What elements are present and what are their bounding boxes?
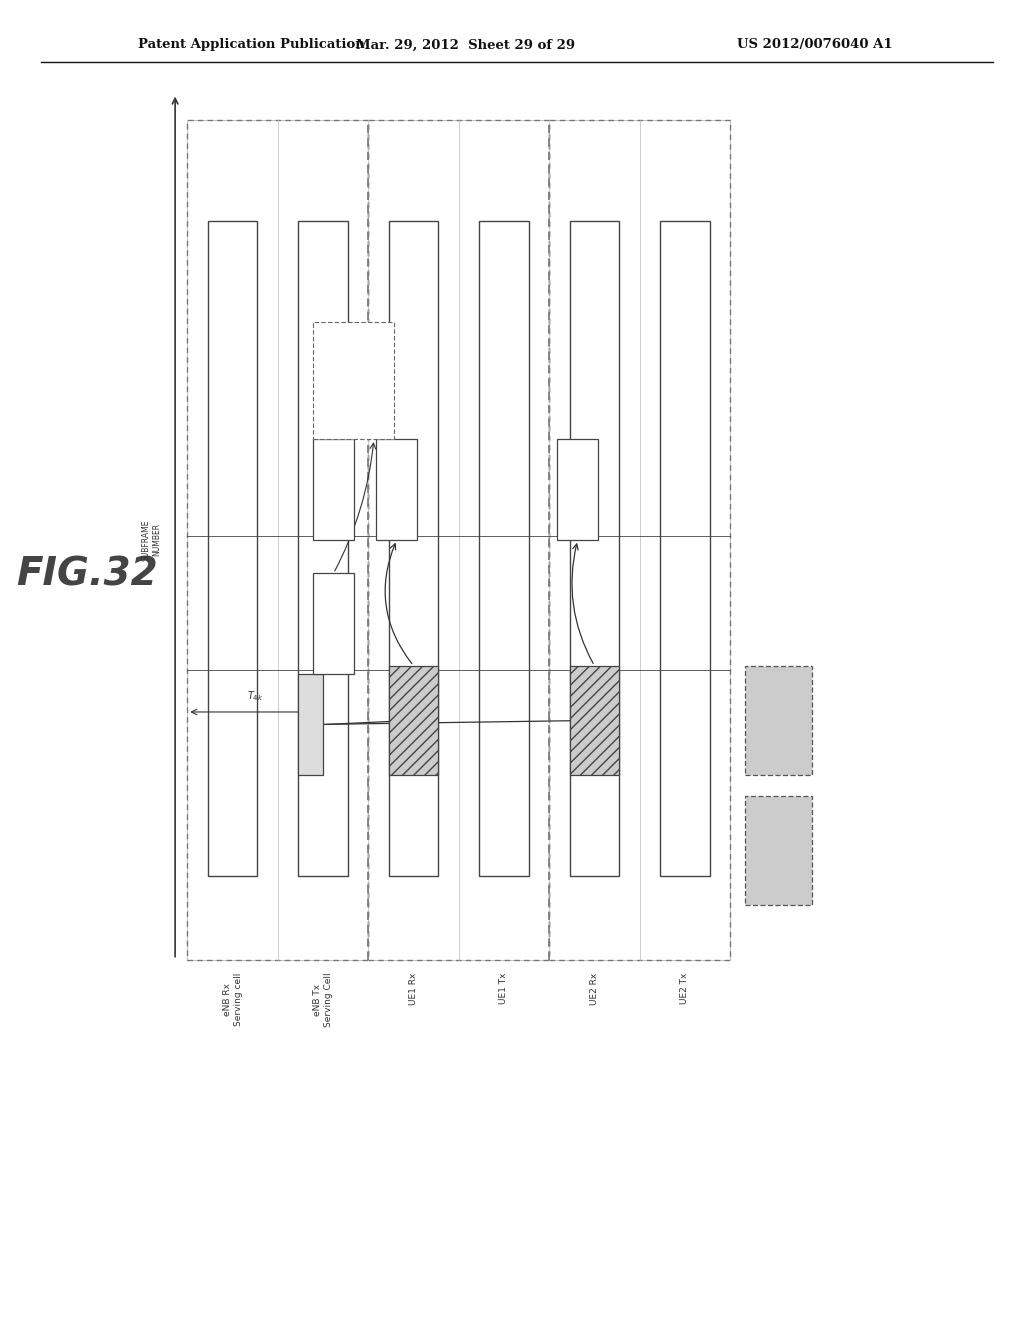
FancyBboxPatch shape <box>389 220 438 875</box>
Text: SUBFRAME
NUMBER: SUBFRAME NUMBER <box>141 519 162 561</box>
Text: eNB Rx
Serving cell: eNB Rx Serving cell <box>222 973 243 1026</box>
FancyBboxPatch shape <box>313 322 394 440</box>
Text: US 2012/0076040 A1: US 2012/0076040 A1 <box>737 38 893 51</box>
Text: SRS
SUBFRAME: SRS SUBFRAME <box>328 611 339 638</box>
FancyBboxPatch shape <box>298 220 348 875</box>
Text: eNB Tx
Serving Cell: eNB Tx Serving Cell <box>313 973 333 1027</box>
Text: Mar. 29, 2012  Sheet 29 of 29: Mar. 29, 2012 Sheet 29 of 29 <box>356 38 575 51</box>
FancyBboxPatch shape <box>569 220 620 875</box>
FancyBboxPatch shape <box>313 440 354 540</box>
FancyBboxPatch shape <box>377 440 417 540</box>
Text: UE2 Rx: UE2 Rx <box>590 973 599 1005</box>
FancyBboxPatch shape <box>660 220 710 875</box>
FancyBboxPatch shape <box>479 220 528 875</box>
FancyBboxPatch shape <box>298 675 323 775</box>
Text: SRS
SUBFRAME: SRS SUBFRAME <box>328 477 339 503</box>
Text: SRS
TRANSMISSION
CONCENTRATES: SRS TRANSMISSION CONCENTRATES <box>332 372 376 389</box>
Text: UE1 Rx: UE1 Rx <box>409 973 418 1006</box>
Text: PD
CCH: PD CCH <box>305 719 316 730</box>
FancyBboxPatch shape <box>557 440 598 540</box>
Text: SRS: SRS <box>575 484 581 494</box>
Text: FIG.32: FIG.32 <box>16 556 158 593</box>
Text: SRS INSTRUCTION
DETECTION: SRS INSTRUCTION DETECTION <box>773 828 784 873</box>
Text: SRS: SRS <box>394 484 399 494</box>
Text: UE2 Tx: UE2 Tx <box>680 973 689 1005</box>
Text: $T_{4k}$: $T_{4k}$ <box>247 689 263 702</box>
Text: UE1 Tx: UE1 Tx <box>500 973 509 1005</box>
Text: CSI REPORT: CSI REPORT <box>776 705 781 737</box>
FancyBboxPatch shape <box>745 665 812 775</box>
FancyBboxPatch shape <box>389 665 438 775</box>
FancyBboxPatch shape <box>745 796 812 906</box>
Text: Patent Application Publication: Patent Application Publication <box>138 38 365 51</box>
FancyBboxPatch shape <box>313 573 354 675</box>
FancyBboxPatch shape <box>208 220 257 875</box>
FancyBboxPatch shape <box>569 665 620 775</box>
